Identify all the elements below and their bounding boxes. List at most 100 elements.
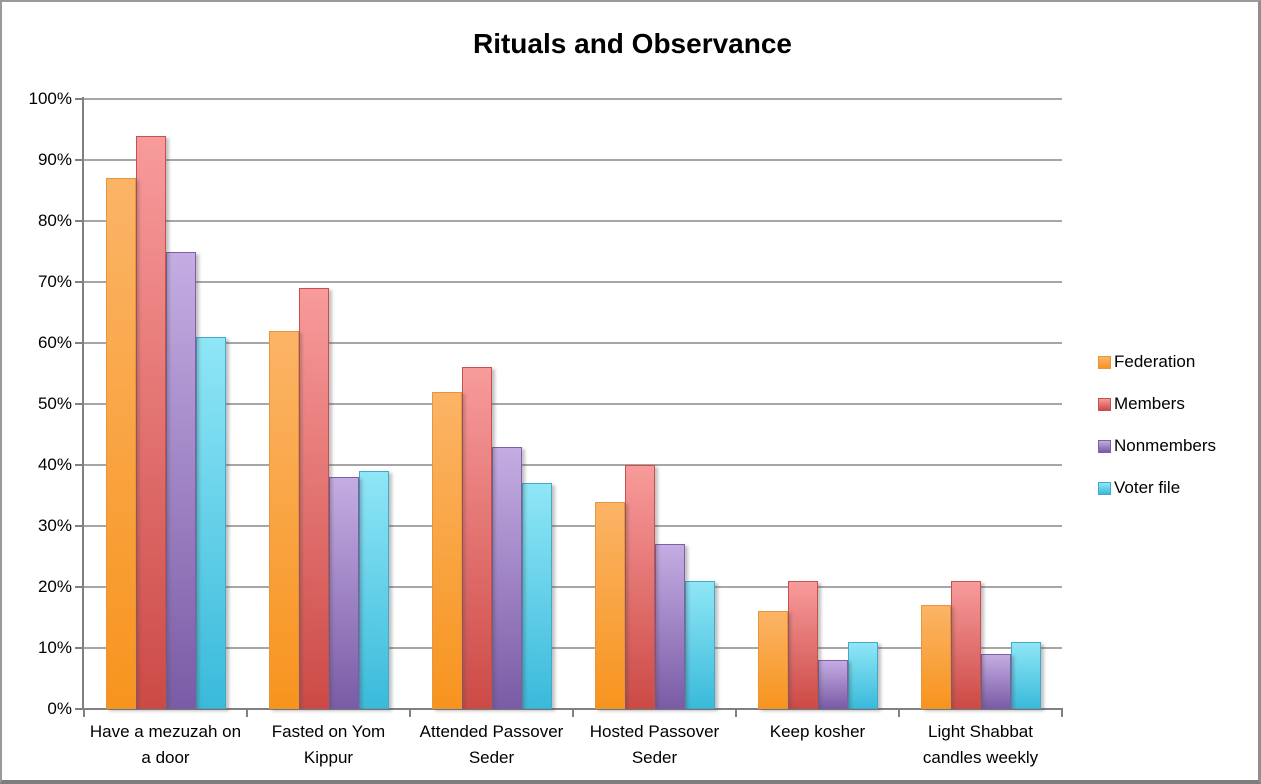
bar-nonmembers[interactable] [980,654,1011,709]
bar-voter-file[interactable] [195,336,226,709]
bar-voter-file[interactable] [1010,641,1041,709]
x-category-label: Have a mezuzah on a door [84,719,247,771]
chart-title: Rituals and Observance [472,28,792,59]
x-category-label-line: Attended Passover [419,722,564,741]
y-tick-mark [75,708,83,710]
gridline [84,464,1062,466]
bar-group [899,99,1062,709]
legend-swatch-icon [1098,481,1111,495]
legend-label: Voter file [1114,478,1181,497]
y-tick-label: 20% [37,577,72,596]
bar-federation[interactable] [268,330,299,709]
y-axis-ticks [75,98,83,710]
x-category-label-line: a door [141,748,190,767]
x-category-label: Fasted on Yom Kippur [247,719,410,771]
y-tick-mark [75,403,83,405]
bar-voter-file[interactable] [358,471,389,709]
legend: Federation Members Nonmembers Voter file [1098,352,1217,497]
x-category-label-line: Kippur [303,748,354,767]
bar-nonmembers[interactable] [817,660,848,709]
y-tick-label: 10% [37,638,72,657]
x-category-label-line: candles weekly [922,748,1039,767]
gridline [84,525,1062,527]
bar-members[interactable] [950,580,981,709]
y-axis-line [82,97,84,710]
bar-voter-file[interactable] [847,641,878,709]
bar-nonmembers[interactable] [165,251,196,709]
plot-area [84,98,1062,709]
gridline [84,281,1062,283]
x-category-label: Hosted Passover Seder [573,719,736,771]
legend-entry-nonmembers[interactable]: Nonmembers [1098,436,1217,455]
y-tick-mark [75,647,83,649]
gridline [84,342,1062,344]
gridline [84,220,1062,222]
x-tick-mark [1061,710,1063,717]
y-axis-labels: 0% 10% 20% 30% 40% 50% 60% 70% 80% 90% 100% [2,89,72,718]
bar-nonmembers[interactable] [328,477,359,709]
bar-group [410,99,573,709]
bar-group [573,99,736,709]
y-tick-mark [75,525,83,527]
legend-entry-members[interactable]: Members [1098,394,1216,413]
y-tick-mark [75,98,83,100]
y-tick-label: 0% [47,699,72,718]
bar-nonmembers[interactable] [491,446,522,709]
y-tick-label: 90% [37,150,72,169]
gridline [84,159,1062,161]
bar-members[interactable] [135,135,166,709]
bar-members[interactable] [624,465,655,709]
y-tick-mark [75,342,83,344]
legend-label: Members [1114,394,1185,413]
bar-federation[interactable] [431,391,462,709]
y-tick-mark [75,586,83,588]
bar-voter-file[interactable] [684,580,715,709]
gridline [84,98,1062,100]
y-tick-label: 70% [37,272,72,291]
x-tick-mark [246,710,248,717]
y-tick-mark [75,159,83,161]
bar-group [84,99,247,709]
y-tick-label: 100% [28,89,72,108]
bar-federation[interactable] [920,605,951,709]
x-category-label: Attended Passover Seder [410,719,573,771]
x-category-label: Light Shabbat candles weekly [899,719,1062,771]
gridline [84,647,1062,649]
bar-federation[interactable] [105,178,136,709]
bar-members[interactable] [298,288,329,709]
x-category-label-line: Keep kosher [769,722,866,741]
x-axis-labels: Have a mezuzah on a door Fasted on Yom Kipp… [84,719,1062,779]
legend-label: Nonmembers [1114,436,1217,455]
gridline [84,403,1062,405]
legend-label: Federation [1114,352,1196,371]
legend-entry-federation[interactable]: Federation [1098,352,1216,371]
bar-federation[interactable] [594,501,625,709]
legend-swatch-icon [1098,439,1111,453]
bar-members[interactable] [787,580,818,709]
x-category-label-line: Have a mezuzah on [89,722,242,741]
y-tick-label: 30% [37,516,72,535]
x-tick-mark [409,710,411,717]
x-category-label: Keep kosher [736,719,899,745]
bar-voter-file[interactable] [521,483,552,709]
y-tick-label: 60% [37,333,72,352]
y-tick-label: 40% [37,455,72,474]
bar-federation[interactable] [757,611,788,709]
bar-group [247,99,410,709]
x-tick-mark [83,710,85,717]
x-category-label-line: Seder [631,748,678,767]
legend-swatch-icon [1098,355,1111,369]
x-tick-mark [898,710,900,717]
x-category-label-line: Light Shabbat [928,722,1033,741]
y-tick-mark [75,281,83,283]
bar-members[interactable] [461,367,492,709]
y-tick-label: 80% [37,211,72,230]
y-tick-mark [75,220,83,222]
y-tick-label: 50% [37,394,72,413]
legend-entry-voter-file[interactable]: Voter file [1098,478,1216,497]
x-axis-line [82,708,1063,710]
x-category-label-line: Hosted Passover [589,722,720,741]
bar-group [736,99,899,709]
bar-nonmembers[interactable] [654,544,685,709]
